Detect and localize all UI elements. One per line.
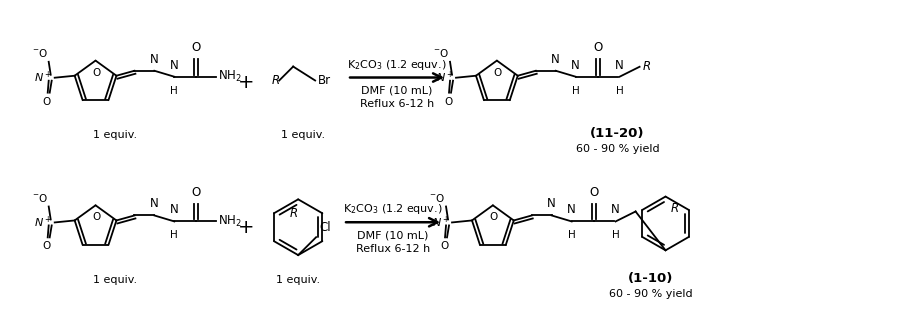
Text: O: O bbox=[593, 41, 603, 54]
Text: N: N bbox=[547, 198, 556, 210]
Text: NH$_2$: NH$_2$ bbox=[219, 69, 242, 84]
Text: O: O bbox=[42, 97, 51, 106]
Text: H: H bbox=[616, 86, 623, 96]
Text: +: + bbox=[238, 218, 255, 237]
Text: (11-20): (11-20) bbox=[591, 127, 645, 140]
Text: R: R bbox=[290, 207, 298, 220]
Text: N: N bbox=[568, 204, 576, 216]
Text: $N^+$: $N^+$ bbox=[34, 215, 53, 230]
Text: K$_2$CO$_3$ (1.2 equv.): K$_2$CO$_3$ (1.2 equv.) bbox=[343, 202, 443, 216]
Text: DMF (10 mL): DMF (10 mL) bbox=[357, 230, 428, 240]
Text: R: R bbox=[642, 60, 651, 73]
Text: O: O bbox=[92, 68, 101, 77]
Text: R: R bbox=[670, 202, 678, 215]
Text: N: N bbox=[616, 59, 624, 72]
Text: R: R bbox=[271, 74, 280, 87]
Text: $^{-}$O: $^{-}$O bbox=[429, 191, 445, 204]
Text: N: N bbox=[170, 204, 179, 216]
Text: O: O bbox=[490, 212, 498, 222]
Text: $N^+$: $N^+$ bbox=[436, 70, 454, 85]
Text: H: H bbox=[568, 230, 576, 240]
Text: O: O bbox=[589, 185, 598, 198]
Text: Br: Br bbox=[318, 74, 331, 87]
Text: NH$_2$: NH$_2$ bbox=[219, 214, 242, 229]
Text: N: N bbox=[150, 198, 159, 210]
Text: DMF (10 mL): DMF (10 mL) bbox=[361, 86, 433, 95]
Text: N: N bbox=[170, 59, 179, 72]
Text: K$_2$CO$_3$ (1.2 equv.): K$_2$CO$_3$ (1.2 equv.) bbox=[347, 58, 447, 71]
Text: H: H bbox=[612, 230, 619, 240]
Text: 60 - 90 % yield: 60 - 90 % yield bbox=[609, 289, 692, 299]
Text: O: O bbox=[444, 97, 452, 106]
Text: O: O bbox=[192, 41, 201, 54]
Text: $N^+$: $N^+$ bbox=[34, 70, 53, 85]
Text: O: O bbox=[440, 241, 449, 251]
Text: 1 equiv.: 1 equiv. bbox=[93, 275, 138, 285]
Text: $^{-}$O: $^{-}$O bbox=[31, 191, 48, 204]
Text: $N^+$: $N^+$ bbox=[432, 215, 450, 230]
Text: O: O bbox=[192, 185, 201, 198]
Text: (1-10): (1-10) bbox=[628, 272, 673, 285]
Text: Reflux 6-12 h: Reflux 6-12 h bbox=[360, 100, 434, 109]
Text: N: N bbox=[551, 53, 560, 66]
Text: O: O bbox=[42, 241, 51, 251]
Text: 1 equiv.: 1 equiv. bbox=[93, 130, 138, 140]
Text: +: + bbox=[238, 73, 255, 92]
Text: N: N bbox=[150, 53, 159, 66]
Text: 60 - 90 % yield: 60 - 90 % yield bbox=[576, 144, 659, 154]
Text: H: H bbox=[171, 86, 178, 96]
Text: H: H bbox=[572, 86, 580, 96]
Text: N: N bbox=[571, 59, 580, 72]
Text: Reflux 6-12 h: Reflux 6-12 h bbox=[356, 244, 430, 254]
Text: N: N bbox=[611, 204, 620, 216]
Text: O: O bbox=[494, 68, 502, 77]
Text: 1 equiv.: 1 equiv. bbox=[282, 130, 325, 140]
Text: $^{-}$O: $^{-}$O bbox=[31, 47, 48, 59]
Text: 1 equiv.: 1 equiv. bbox=[276, 275, 320, 285]
Text: H: H bbox=[171, 230, 178, 240]
Text: O: O bbox=[92, 212, 101, 222]
Text: Cl: Cl bbox=[319, 221, 330, 234]
Text: $^{-}$O: $^{-}$O bbox=[433, 47, 449, 59]
